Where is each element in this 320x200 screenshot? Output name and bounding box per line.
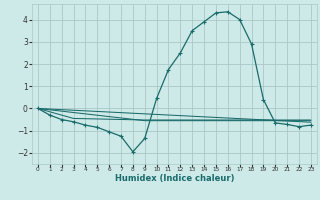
X-axis label: Humidex (Indice chaleur): Humidex (Indice chaleur) xyxy=(115,174,234,183)
